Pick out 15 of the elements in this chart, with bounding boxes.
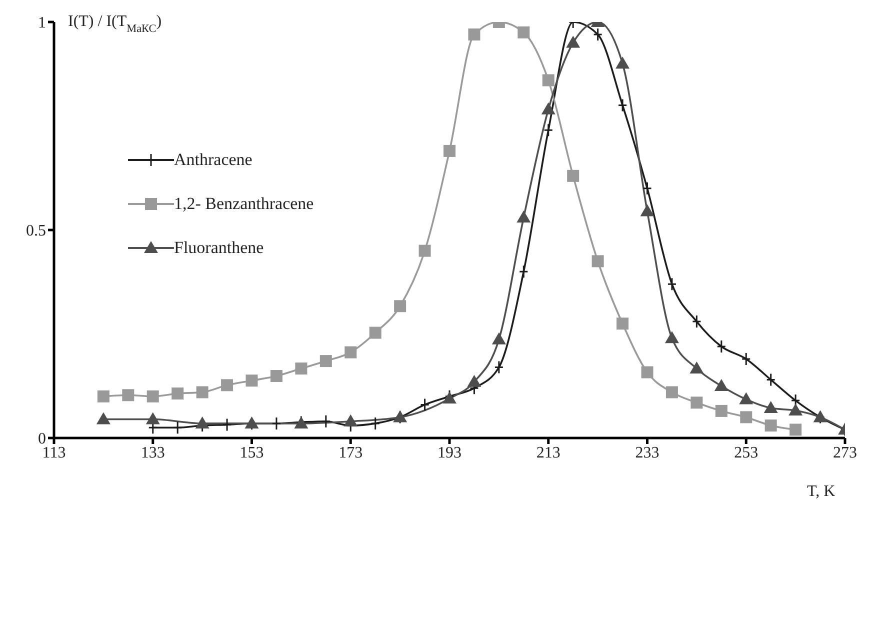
y-axis-title: I(T) / I(T$_{МаКС}$)	[68, 13, 162, 35]
x-tick-label: 253	[734, 444, 758, 462]
x-tick-label: 173	[338, 444, 363, 462]
x-tick-label: 133	[140, 444, 165, 462]
legend-label: Anthracene	[174, 150, 252, 170]
legend-label: 1,2- Benzanthracene	[174, 194, 314, 214]
x-tick-label: 233	[635, 444, 660, 462]
legend-label: Fluoranthene	[174, 238, 264, 258]
x-axis-title: T, K	[807, 483, 836, 500]
x-tick-label: 273	[833, 444, 857, 462]
y-tick-label: 0.5	[26, 222, 46, 240]
x-tick-label: 213	[536, 444, 560, 462]
x-tick-label: 153	[240, 444, 264, 462]
y-tick-label: 1	[38, 14, 46, 32]
x-tick-label: 193	[438, 444, 462, 462]
